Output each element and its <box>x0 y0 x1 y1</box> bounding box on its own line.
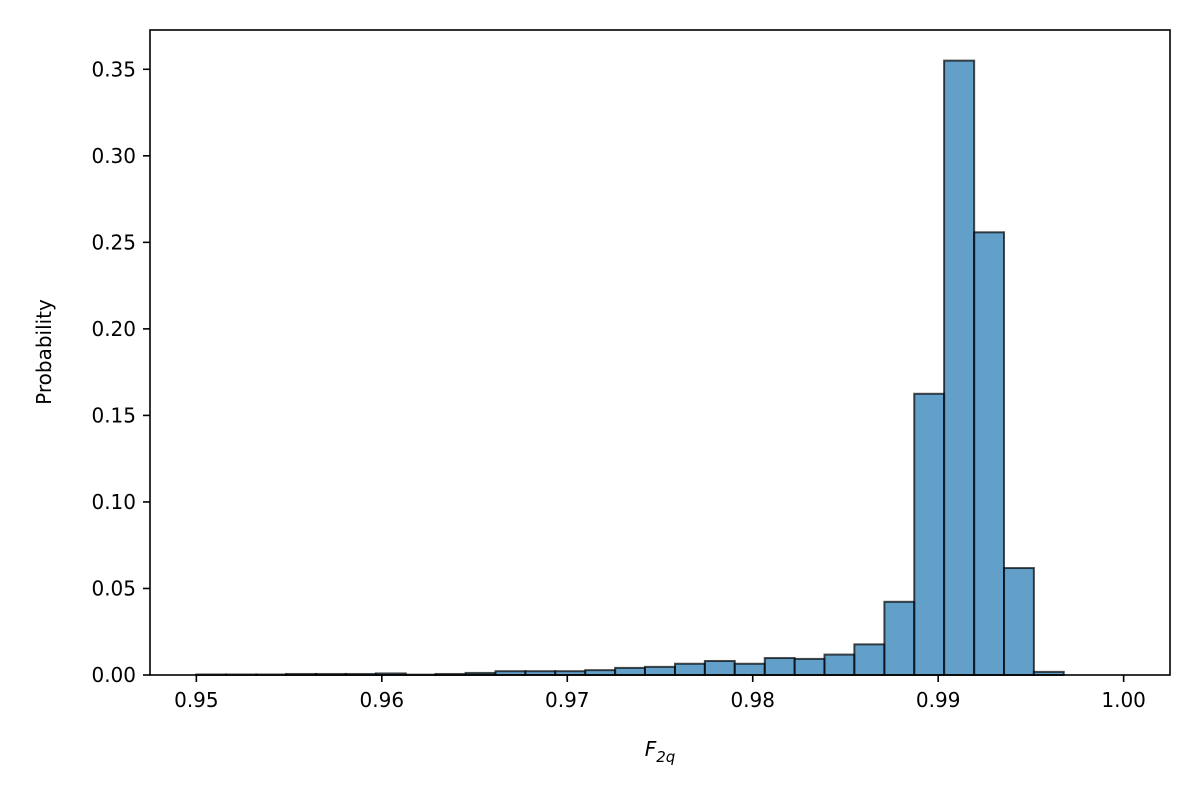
x-tick-label: 0.95 <box>174 688 219 712</box>
x-tick-label: 0.96 <box>360 688 405 712</box>
y-tick-label: 0.10 <box>91 490 136 514</box>
y-tick-label: 0.35 <box>91 57 136 81</box>
x-axis-label-subscript: 2q <box>656 748 675 766</box>
x-axis-label: F2q <box>645 737 676 766</box>
histogram-bar <box>973 231 1006 676</box>
y-tick-label: 0.20 <box>91 317 136 341</box>
histogram-bar <box>733 662 766 676</box>
histogram-bar <box>643 665 677 676</box>
y-axis-ticks: 0.00 0.05 0.10 0.15 0.20 0.25 0.30 0.35 <box>91 57 150 687</box>
x-tick-label: 0.99 <box>916 688 961 712</box>
histogram-bar <box>823 653 856 677</box>
histogram-bar <box>943 59 976 676</box>
histogram-bar <box>853 643 886 676</box>
bars-group <box>195 59 1065 677</box>
y-axis-label: Probability <box>32 299 56 405</box>
histogram-bar <box>703 659 736 676</box>
y-tick-label: 0.30 <box>91 144 136 168</box>
histogram-bar <box>883 600 916 676</box>
y-tick-label: 0.25 <box>91 230 136 254</box>
histogram-bar <box>763 657 796 676</box>
y-tick-label: 0.05 <box>91 576 136 600</box>
x-tick-label: 1.00 <box>1101 688 1146 712</box>
y-tick-label: 0.00 <box>91 663 136 687</box>
plot-frame <box>149 29 1171 676</box>
y-tick-label: 0.15 <box>91 403 136 427</box>
histogram-bar <box>614 666 646 677</box>
x-axis-ticks: 0.95 0.96 0.97 0.98 0.99 1.00 <box>174 675 1146 712</box>
histogram-bar <box>793 657 826 676</box>
x-tick-label: 0.97 <box>545 688 590 712</box>
histogram-bar <box>674 662 706 676</box>
histogram-bar <box>913 392 946 676</box>
x-tick-label: 0.98 <box>730 688 775 712</box>
histogram-bar <box>1003 567 1035 676</box>
